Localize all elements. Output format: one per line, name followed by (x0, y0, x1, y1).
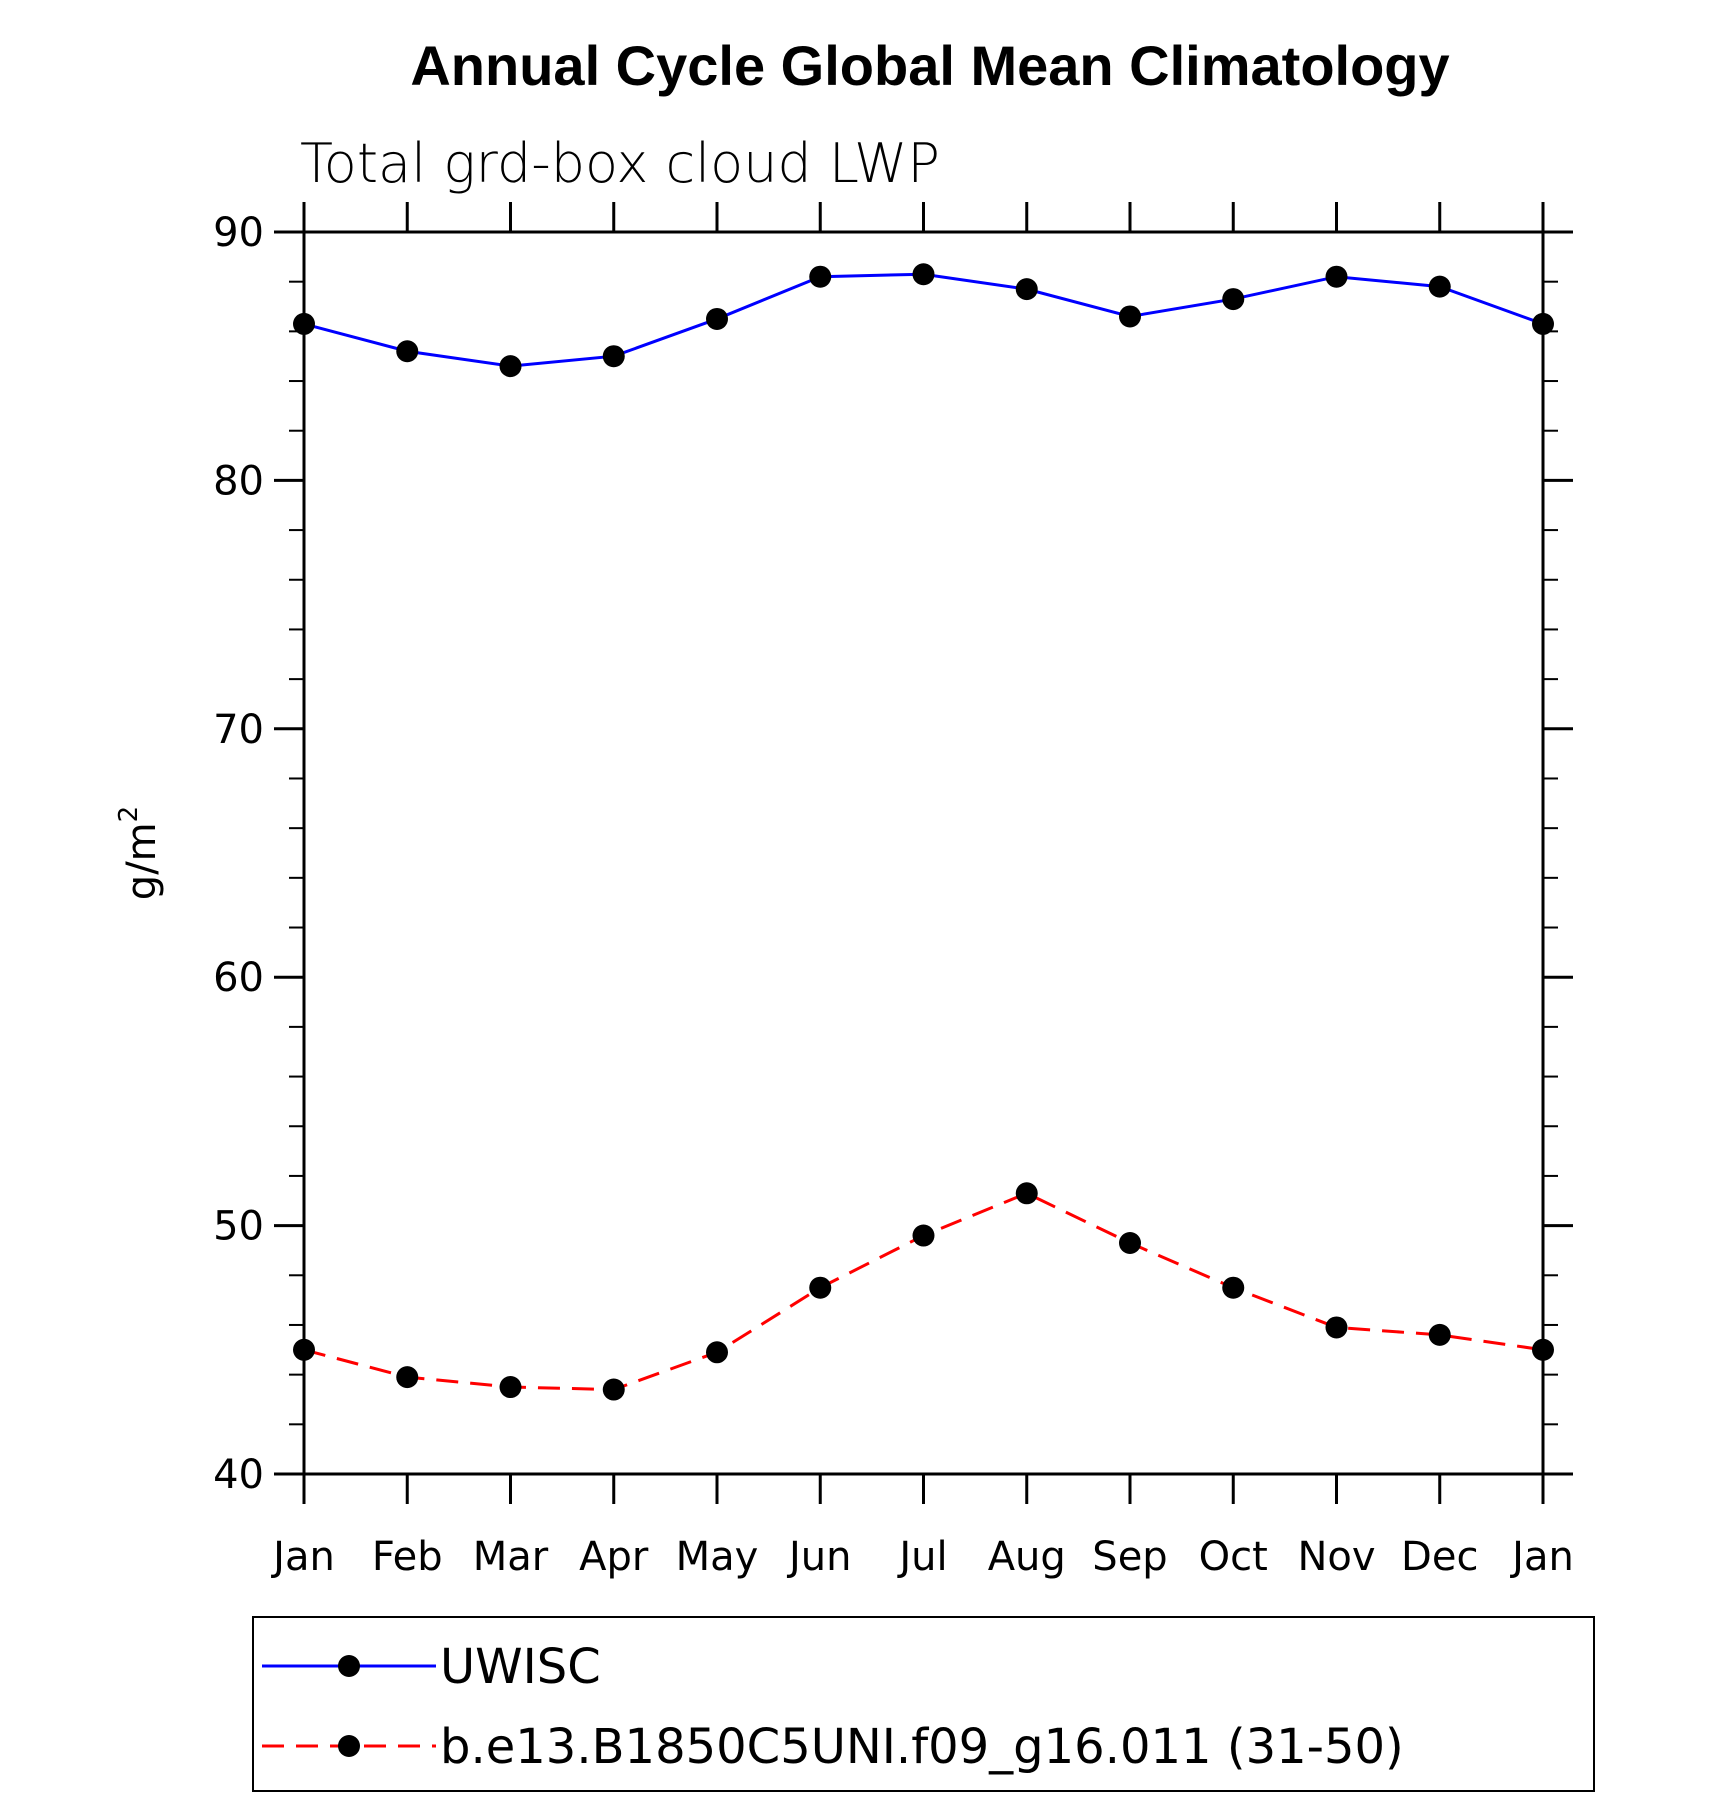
x-tick-label: Sep (1092, 1534, 1167, 1580)
data-point (1119, 305, 1141, 328)
chart-title: Annual Cycle Global Mean Climatology (410, 34, 1449, 97)
y-tick-label: 90 (213, 210, 264, 256)
y-tick-label: 40 (213, 1452, 264, 1498)
data-point (1015, 1182, 1038, 1205)
x-tick-label: Jul (896, 1534, 947, 1580)
data-point (1428, 275, 1451, 298)
data-point (912, 263, 935, 286)
x-tick-label: Jun (786, 1534, 852, 1580)
y-axis-label-exponent: 2 (114, 806, 144, 823)
legend-marker-2 (338, 1735, 360, 1757)
x-tick-label: Dec (1401, 1534, 1478, 1580)
x-tick-label: May (676, 1534, 759, 1580)
data-point (809, 1276, 832, 1299)
y-axis-labels: 40 50 60 70 80 90 (213, 210, 264, 1498)
data-point (293, 312, 315, 335)
data-point (1325, 1316, 1348, 1339)
legend: UWISC b.e13.B1850C5UNI.f09_g16.011 (31-50… (262, 1639, 1404, 1775)
data-point (706, 307, 728, 330)
data-point (809, 265, 832, 288)
x-tick-label: Jan (1509, 1534, 1574, 1580)
x-axis-labels: Jan Feb Mar Apr May Jun Jul Aug Sep Oct Nov Dec Jan (270, 1534, 1574, 1580)
y-tick-label: 60 (213, 955, 264, 1001)
data-point (706, 1341, 728, 1364)
x-tick-label: Jan (270, 1534, 335, 1580)
legend-label-1: UWISC (440, 1639, 601, 1695)
axis-ticks (274, 202, 1573, 1504)
x-tick-label: Feb (372, 1534, 443, 1580)
plot-frame (302, 230, 1545, 1476)
chart-subtitle: Total grd-box cloud LWP (300, 132, 940, 195)
data-point (293, 1338, 315, 1361)
data-point (1532, 312, 1554, 335)
data-point (1428, 1323, 1451, 1346)
y-tick-label: 80 (213, 458, 264, 504)
data-point (602, 1378, 625, 1401)
data-point (499, 355, 522, 378)
x-tick-label: Aug (988, 1534, 1066, 1580)
data-point (499, 1376, 522, 1399)
data-point (912, 1224, 935, 1247)
x-tick-label: Apr (579, 1534, 649, 1580)
data-point (1119, 1231, 1141, 1254)
data-point (396, 1366, 419, 1389)
data-point (1222, 288, 1245, 311)
data-point (1325, 265, 1348, 288)
x-tick-label: Oct (1199, 1534, 1268, 1580)
y-axis-label: g/m2 (114, 806, 165, 900)
y-tick-label: 50 (213, 1204, 264, 1250)
series-group (293, 263, 1554, 1401)
data-point (1532, 1338, 1554, 1361)
legend-marker-1 (338, 1655, 360, 1677)
data-point (396, 340, 419, 363)
data-point (602, 345, 625, 368)
data-point (1015, 278, 1038, 301)
legend-label-2: b.e13.B1850C5UNI.f09_g16.011 (31-50) (440, 1719, 1404, 1775)
data-point (1222, 1276, 1245, 1299)
legend-box (252, 1616, 1595, 1792)
series-line-1 (303, 272, 1544, 368)
y-tick-label: 70 (213, 707, 264, 753)
x-tick-label: Nov (1297, 1534, 1375, 1580)
y-axis-label-base: g/m (119, 822, 165, 900)
series-line-2 (303, 1191, 1544, 1392)
x-tick-label: Mar (473, 1534, 549, 1580)
